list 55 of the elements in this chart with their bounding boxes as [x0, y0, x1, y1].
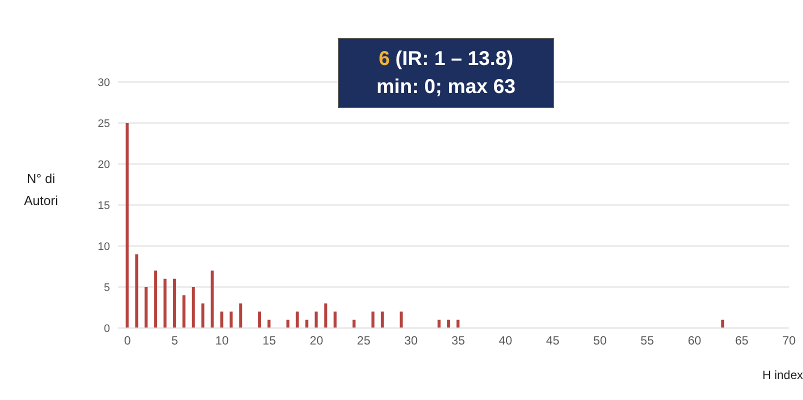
- y-tick-label: 30: [98, 76, 110, 89]
- y-tick-label: 20: [98, 158, 110, 171]
- y-tick-label: 25: [98, 118, 110, 130]
- y-tick-label: 5: [104, 282, 110, 294]
- y-tick-label: 15: [98, 200, 110, 212]
- bar: [438, 320, 441, 328]
- bar: [380, 312, 384, 328]
- y-tick-label: 0: [104, 322, 110, 335]
- x-axis-title: H index: [762, 368, 803, 382]
- bar: [220, 312, 224, 328]
- bar: [447, 320, 450, 328]
- text-box: 6 (IR: 1 – 13.8) min: 0; max 63: [338, 38, 554, 108]
- bar: [258, 312, 262, 328]
- bar: [371, 312, 374, 328]
- bar: [352, 320, 356, 328]
- bar: [126, 123, 129, 328]
- bar: [164, 278, 167, 328]
- bar: [201, 303, 204, 328]
- x-tick-label: 30: [404, 334, 418, 348]
- bar: [210, 270, 214, 328]
- x-tick-label: 50: [593, 334, 607, 348]
- bar: [324, 303, 328, 328]
- bar: [305, 320, 308, 328]
- x-tick-label: 0: [124, 334, 132, 348]
- x-tick-label: 45: [546, 334, 560, 348]
- bar: [334, 312, 337, 328]
- bar: [230, 312, 233, 328]
- x-tick-label: 70: [782, 334, 796, 348]
- bar: [296, 312, 299, 328]
- bar: [144, 287, 148, 328]
- bar: [154, 270, 158, 328]
- bar: [239, 303, 242, 328]
- y-axis-title: N° di Autori: [23, 170, 59, 210]
- x-tick-label: 55: [640, 334, 654, 348]
- x-tick-label: 5: [171, 334, 178, 348]
- bar: [182, 295, 186, 328]
- x-tick-label: 35: [452, 334, 466, 348]
- bar: [314, 312, 318, 328]
- x-tick-label: 20: [310, 334, 324, 348]
- x-tick-label: 10: [215, 334, 229, 348]
- bar: [192, 287, 195, 328]
- bar: [286, 320, 290, 328]
- bar: [456, 320, 460, 328]
- bar: [400, 312, 403, 328]
- x-tick-label: 65: [735, 334, 749, 348]
- x-tick-label: 60: [688, 334, 702, 348]
- x-tick-label: 25: [357, 334, 371, 348]
- bar: [267, 320, 270, 328]
- annotation: min: 0; max 63: [376, 75, 516, 100]
- x-tick-label: 15: [262, 334, 276, 348]
- bar: [172, 278, 176, 328]
- bar: [135, 254, 138, 328]
- bar: [721, 320, 724, 328]
- x-tick-label: 40: [498, 334, 512, 348]
- y-tick-label: 10: [98, 240, 110, 253]
